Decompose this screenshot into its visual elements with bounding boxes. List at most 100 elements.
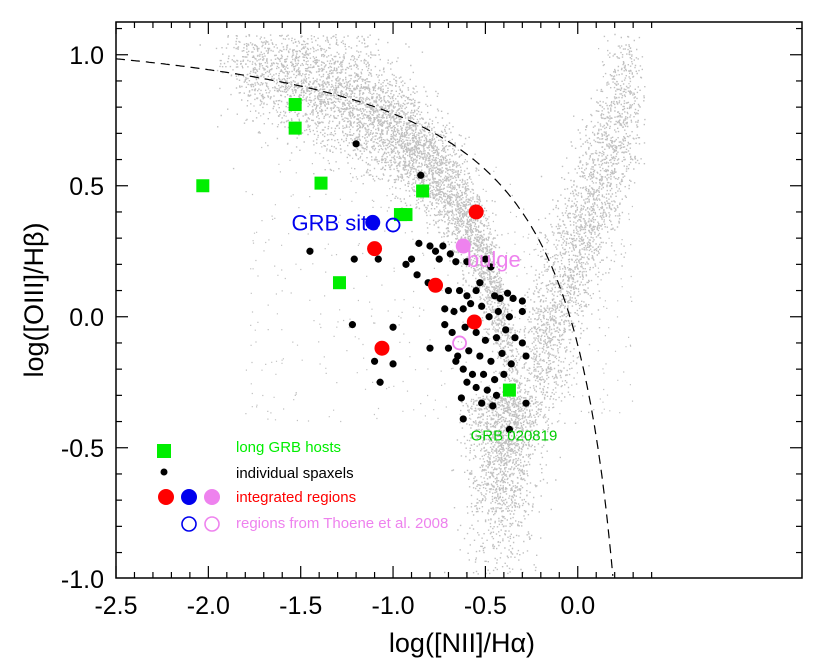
grb-host-point <box>314 176 328 190</box>
spaxel-point <box>492 391 501 399</box>
spaxel-point <box>459 415 467 423</box>
grb-host-point <box>399 208 413 222</box>
spaxel-point <box>444 286 453 295</box>
kewley-demarcation-curve <box>115 58 614 576</box>
spaxel-point <box>500 370 508 378</box>
spaxel-point <box>415 239 423 247</box>
y-tick-label: 0.5 <box>69 173 104 201</box>
spaxel-point <box>496 294 504 303</box>
annotation-label: GRB 020819 <box>471 428 558 445</box>
grb-host-point <box>502 383 516 397</box>
spaxel-point <box>502 326 510 334</box>
integrated-region-point <box>468 204 484 220</box>
grb-host-point <box>196 179 210 193</box>
plot-frame <box>115 21 803 579</box>
spaxel-point <box>472 383 480 392</box>
integrated-region-point <box>466 314 482 330</box>
y-axis-label: log([OIII]/Hβ) <box>19 222 49 377</box>
spaxel-point <box>463 292 471 300</box>
x-tick-label: -2.5 <box>94 592 137 620</box>
spaxel-point <box>417 171 425 179</box>
spaxel-point <box>505 425 514 434</box>
spaxel-point <box>485 313 493 321</box>
spaxel-point <box>522 352 530 360</box>
legend-label: individual spaxels <box>236 465 354 482</box>
y-tick-label: -0.5 <box>61 435 104 463</box>
spaxel-point <box>491 292 499 300</box>
legend-square-marker <box>157 444 171 458</box>
x-tick-label: -0.5 <box>464 592 507 620</box>
spaxel-point <box>376 378 384 386</box>
spaxel-point <box>518 339 526 347</box>
spaxel-point <box>452 258 460 266</box>
spaxel-point <box>511 334 519 342</box>
integrated-region-point <box>428 277 444 293</box>
legend-dot-marker <box>160 468 168 476</box>
spaxel-point <box>350 255 358 263</box>
legend-label: long GRB hosts <box>236 439 341 456</box>
spaxel-point <box>518 307 526 316</box>
spaxel-point <box>446 250 454 258</box>
thoene-region-point <box>452 335 467 351</box>
spaxel-point <box>509 294 517 303</box>
spaxel-point <box>468 370 477 378</box>
spaxel-point <box>450 307 458 316</box>
spaxel-point <box>463 258 471 266</box>
y-tick-label: 0.0 <box>69 304 104 332</box>
spaxel-point <box>374 255 382 263</box>
y-tick-label: -1.0 <box>61 566 104 594</box>
spaxel-point <box>518 297 526 305</box>
spaxel-point <box>481 336 489 344</box>
spaxel-point <box>435 255 443 263</box>
spaxel-point <box>489 402 497 410</box>
spaxel-point <box>478 302 486 310</box>
spaxel-point <box>487 263 495 271</box>
integrated-region-point <box>374 340 390 356</box>
axis-ticks: -2.5 -2.0 -1.5 -1.0 -0.5 0.0 -1.0 -0.5 0.0 0.5 1.0 <box>61 22 802 620</box>
annotation-label: bulge <box>467 247 521 272</box>
spaxel-point <box>352 140 360 148</box>
spaxel-point <box>426 344 434 352</box>
data-marks <box>196 98 530 434</box>
x-axis-label: log([NII]/Hα) <box>389 628 535 658</box>
spaxel-point <box>467 300 475 308</box>
spaxel-point <box>463 378 471 386</box>
integrated-region-point <box>455 238 471 254</box>
spaxel-point <box>459 365 467 373</box>
spaxel-point <box>348 321 357 329</box>
spaxel-point <box>402 260 410 268</box>
annotation-label: GRB site <box>291 210 379 235</box>
spaxel-point <box>472 328 480 337</box>
spaxel-point <box>389 360 397 368</box>
spaxel-point <box>503 289 512 297</box>
spaxel-point <box>389 323 397 331</box>
legend-label: integrated regions <box>236 489 356 506</box>
annotations: GRB site bulge GRB 020819 <box>291 210 557 444</box>
grb-host-point <box>332 276 346 290</box>
x-tick-label: -1.0 <box>372 592 415 620</box>
spaxel-point <box>522 399 530 407</box>
spaxel-point <box>491 376 499 384</box>
thoene-region-point <box>385 217 401 233</box>
spaxel-point <box>306 247 314 255</box>
spaxel-point <box>461 323 469 331</box>
spaxel-point <box>479 370 488 378</box>
spaxel-point <box>448 328 456 337</box>
legend-open-circle-marker <box>181 516 197 532</box>
spaxel-point <box>455 286 464 295</box>
spaxel-point <box>439 242 447 250</box>
spaxel-point <box>444 344 453 352</box>
spaxel-point <box>441 321 449 329</box>
grb-host-point <box>288 98 302 112</box>
integrated-region-point <box>367 241 383 257</box>
spaxel-point <box>472 286 480 295</box>
legend: long GRB hosts individual spaxels integrat… <box>157 439 448 532</box>
legend-open-circle-marker <box>204 516 220 532</box>
spaxel-point <box>481 255 489 263</box>
spaxel-point <box>476 279 484 287</box>
spaxel-point <box>505 313 514 321</box>
spaxel-point <box>452 357 460 365</box>
spaxel-point <box>483 386 491 394</box>
y-tick-label: 1.0 <box>69 42 104 70</box>
